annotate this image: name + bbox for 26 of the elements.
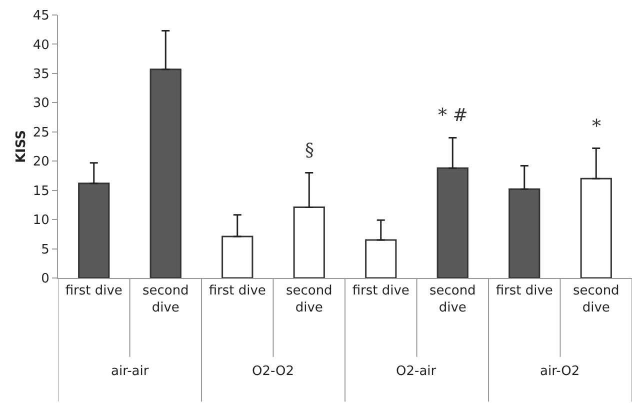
x-tick-label: second dive [142,284,189,316]
x-tick-label: second dive [286,284,332,316]
text: O2-O2 [252,364,294,379]
y-axis-title: KISS [14,130,29,164]
text: air-air [111,364,150,379]
data-label: § [305,140,314,161]
text: O2-air [396,364,437,379]
text: air-O2 [540,364,580,379]
y-tick-label: 0 [41,272,50,287]
y-tick-label: 5 [41,242,50,258]
y-tick-label: 10 [32,213,50,228]
x-tick-label: second dive [429,284,476,316]
y-tick-label: 40 [32,38,50,53]
y-tick-label: 25 [32,125,50,140]
y-tick-label: 30 [32,96,50,112]
y-tick-label: 35 [32,66,50,82]
x-tick-label: second dive [572,284,620,316]
x-tick-label: first dive [208,284,266,299]
y-tick-label: 45 [32,8,50,24]
x-tick-label: first dive [65,284,122,299]
x-tick-label: first dive [496,284,553,299]
data-label: * [592,116,601,137]
x-tick-label: first dive [352,284,410,299]
y-tick-label: 20 [32,154,50,170]
data-label: * # [438,105,468,126]
y-tick-label: 15 [32,184,50,199]
